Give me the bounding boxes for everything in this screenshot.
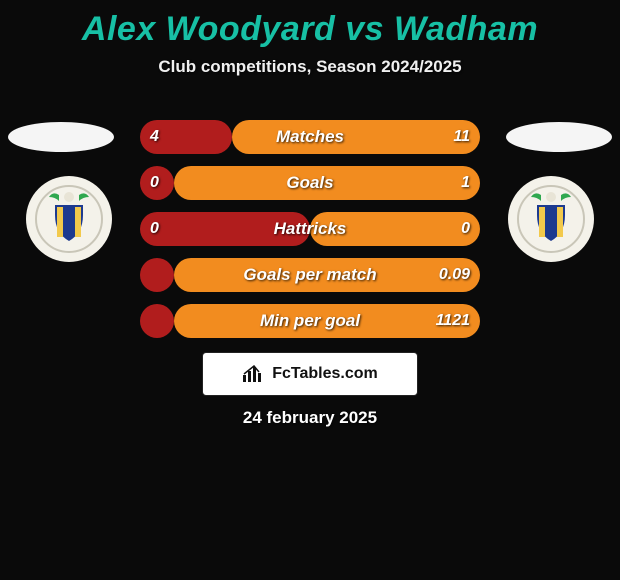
stat-row: Min per goal1121 <box>140 304 480 338</box>
stat-value-right: 1121 <box>426 304 480 338</box>
chart-bars-icon <box>242 365 266 383</box>
comparison-card: Alex Woodyard vs Wadham Club competition… <box>0 0 620 580</box>
stat-row: Hattricks0 0 <box>140 212 480 246</box>
date-text: 24 february 2025 <box>0 408 620 428</box>
stat-value-right: 11 <box>443 120 480 154</box>
stats-list: Matches411Goals01Hattricks00Goals per ma… <box>0 120 620 350</box>
stat-value-left <box>140 304 160 338</box>
attribution-text: FcTables.com <box>272 365 378 383</box>
stat-label: Matches <box>140 120 480 154</box>
stat-value-right: 0.09 <box>429 258 480 292</box>
stat-value-right: 1 <box>451 166 480 200</box>
stat-value-left <box>140 258 160 292</box>
stat-row: Goals0 1 <box>140 166 480 200</box>
stat-value-left: 4 <box>140 120 169 154</box>
stat-row: Matches4 11 <box>140 120 480 154</box>
attribution-badge: FcTables.com <box>202 352 418 396</box>
stat-label: Goals <box>140 166 480 200</box>
page-title: Alex Woodyard vs Wadham <box>0 0 620 49</box>
stat-value-left: 0 <box>140 212 169 246</box>
subtitle: Club competitions, Season 2024/2025 <box>0 57 620 77</box>
stat-value-left: 0 <box>140 166 169 200</box>
stat-row: Goals per match0.09 <box>140 258 480 292</box>
stat-value-right: 0 <box>451 212 480 246</box>
stat-label: Hattricks <box>140 212 480 246</box>
